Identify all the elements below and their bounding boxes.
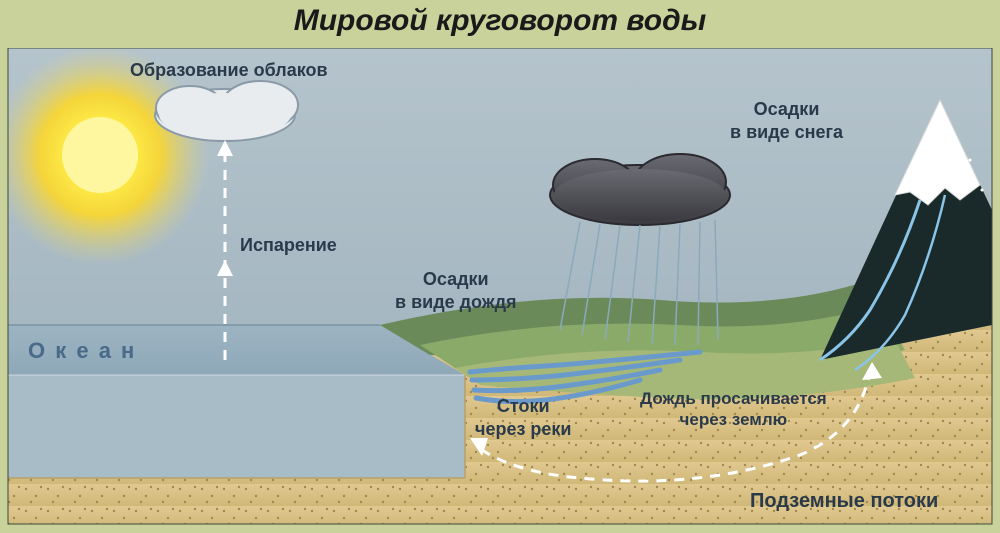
label-snow-precip: Осадки в виде снега	[730, 98, 843, 143]
label-snow-l2: в виде снега	[730, 122, 843, 142]
label-cloud-formation: Образование облаков	[130, 60, 328, 81]
title-bar: Мировой круговорот воды	[0, 0, 1000, 48]
white-cloud	[155, 81, 298, 141]
label-infil-l2: через землю	[680, 410, 788, 429]
label-rain-precip: Осадки в виде дождя	[395, 268, 517, 313]
label-groundwater: Подземные потоки	[750, 490, 938, 513]
label-ocean: О к е а н	[28, 338, 136, 364]
label-snow-l1: Осадки	[754, 99, 820, 119]
label-river-flow: Стоки через реки	[475, 395, 572, 440]
label-evaporation: Испарение	[240, 235, 337, 256]
diagram-title: Мировой круговорот воды	[294, 4, 707, 37]
label-river-l2: через реки	[475, 419, 572, 439]
dark-cloud	[550, 154, 730, 225]
label-river-l1: Стоки	[497, 396, 550, 416]
water-cycle-diagram: Мировой круговорот воды	[0, 0, 1000, 533]
label-infil-l1: Дождь просачивается	[640, 389, 827, 408]
label-rain-l2: в виде дождя	[395, 292, 517, 312]
label-rain-l1: Осадки	[423, 269, 489, 289]
label-infiltration: Дождь просачивается через землю	[640, 388, 827, 431]
sun-core	[62, 117, 138, 193]
